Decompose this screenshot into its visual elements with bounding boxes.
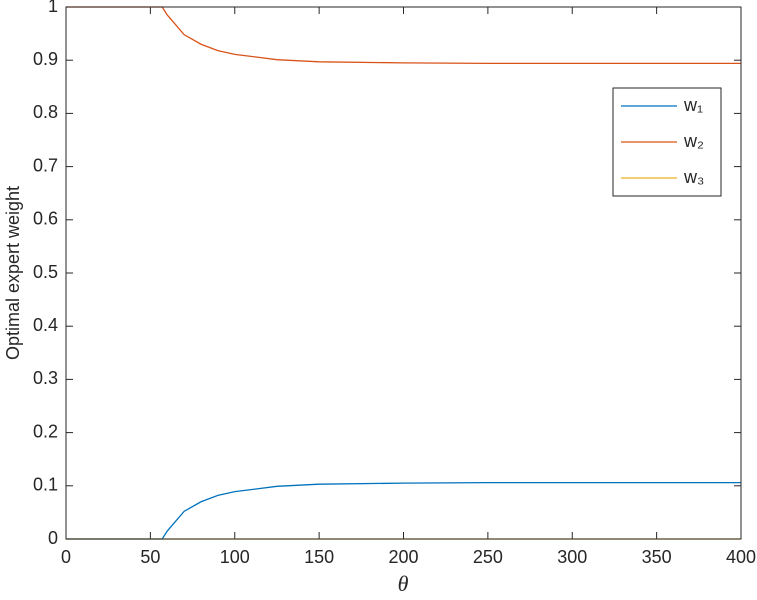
- plot-area: [66, 7, 741, 539]
- y-tick-label: 0.7: [33, 155, 58, 175]
- legend-label: w₁: [683, 95, 703, 115]
- x-tick-label: 0: [61, 547, 71, 567]
- y-tick-label: 0.8: [33, 102, 58, 122]
- x-tick-label: 200: [388, 547, 418, 567]
- y-tick-label: 0.2: [33, 421, 58, 441]
- legend-label: w₃: [683, 167, 704, 187]
- y-tick-label: 0.5: [33, 262, 58, 282]
- axes-box: [65, 6, 742, 540]
- x-tick-label: 350: [642, 547, 672, 567]
- x-tick-label: 150: [304, 547, 334, 567]
- x-tick-label: 250: [473, 547, 503, 567]
- x-tick-label: 400: [726, 547, 756, 567]
- y-tick-label: 0.6: [33, 209, 58, 229]
- x-axis-label: θ: [398, 571, 409, 596]
- legend-label: w₂: [683, 131, 704, 151]
- y-tick-label: 0.3: [33, 368, 58, 388]
- y-tick-label: 0: [48, 528, 58, 548]
- series-line: [66, 481, 741, 540]
- x-tick-label: 100: [220, 547, 250, 567]
- x-tick-label: 300: [557, 547, 587, 567]
- y-tick-label: 0.1: [33, 475, 58, 495]
- series-line: [66, 6, 741, 65]
- y-tick-label: 0.4: [33, 315, 58, 335]
- y-axis-label: Optimal expert weight: [3, 186, 23, 360]
- y-tick-label: 1: [48, 0, 58, 16]
- y-tick-label: 0.9: [33, 49, 58, 69]
- x-tick-label: 50: [140, 547, 160, 567]
